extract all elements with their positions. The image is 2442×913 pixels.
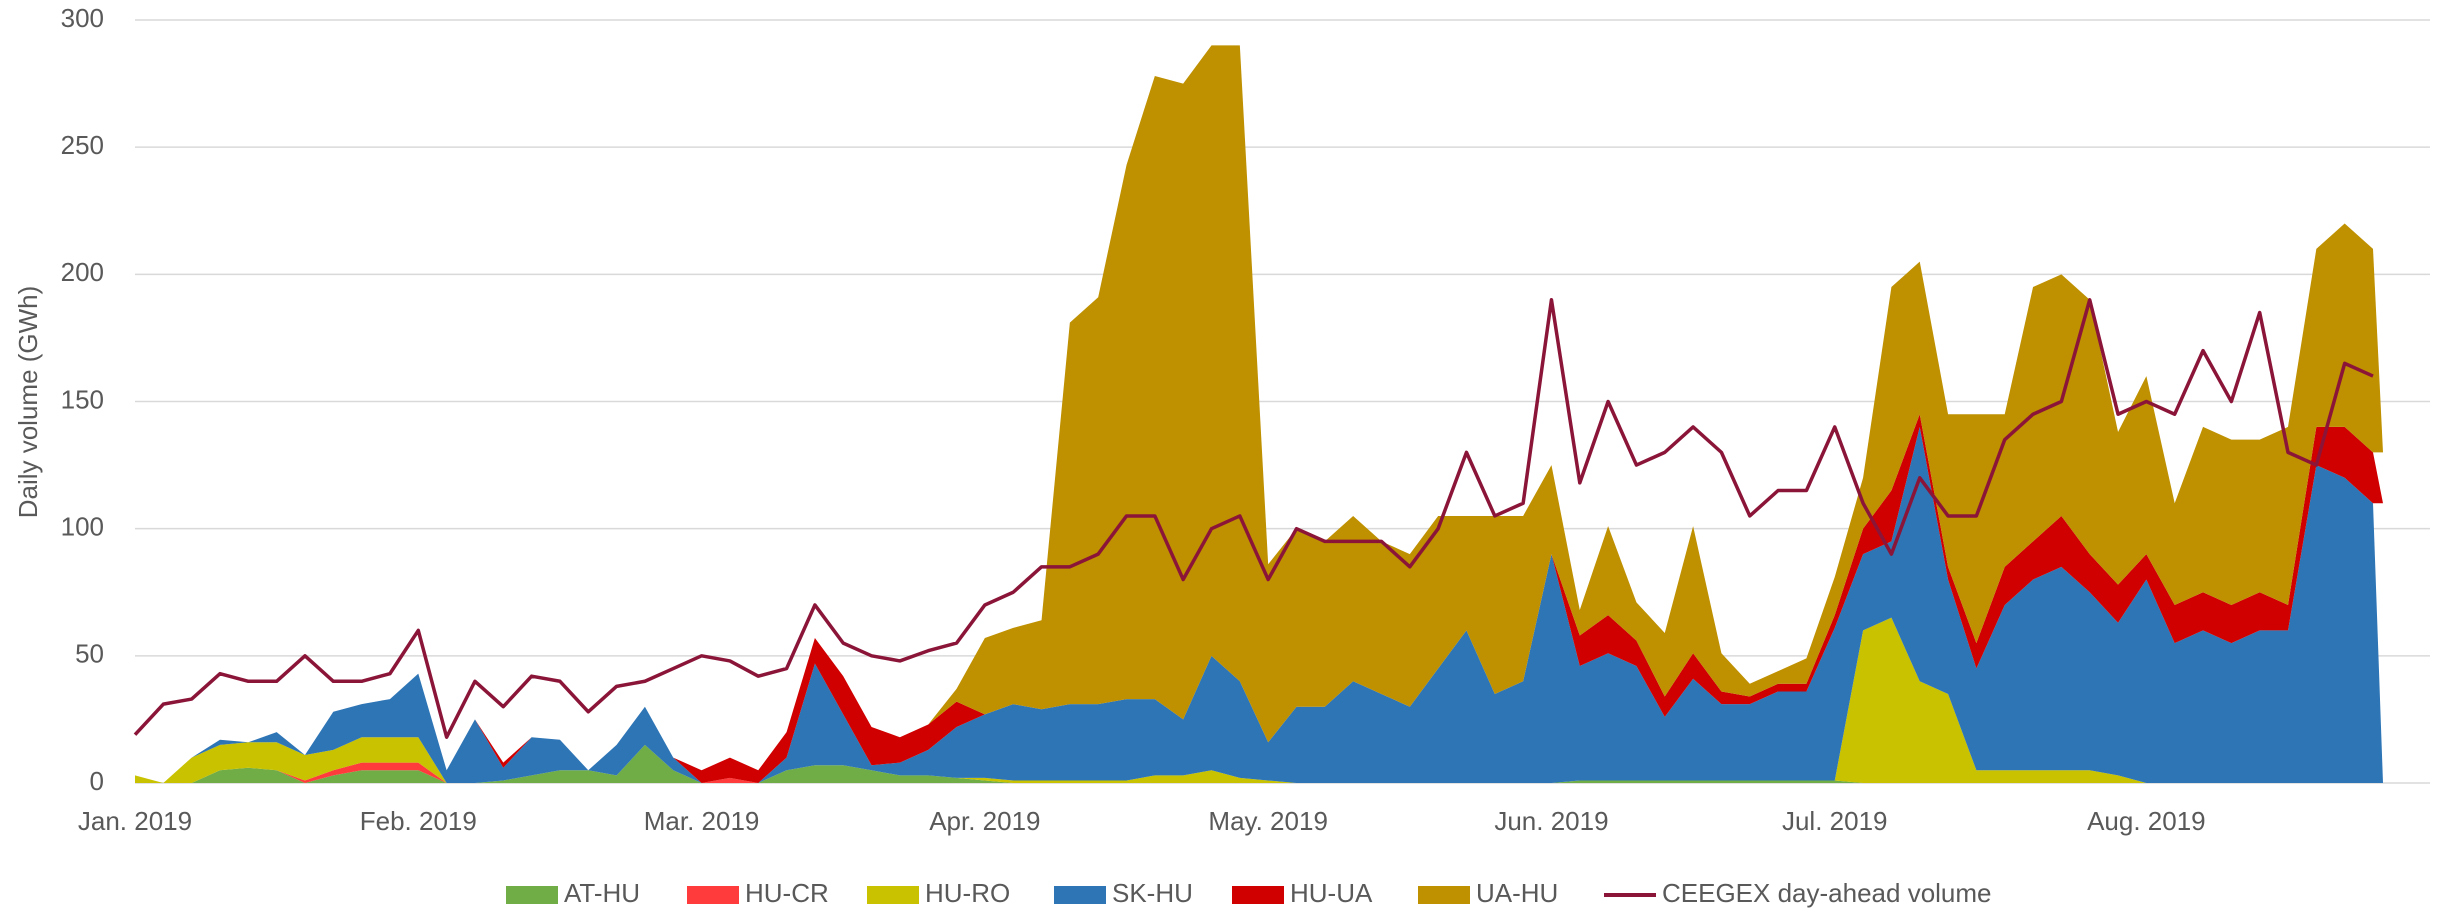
legend-label: UA-HU <box>1476 878 1558 908</box>
legend-swatch <box>506 886 558 904</box>
legend-label: CEEGEX day-ahead volume <box>1662 878 1992 908</box>
labels: 0 50 100 150 200 250 300 Jan. 2019 Feb. 2019 Mar.… <box>61 3 2206 908</box>
legend-label: HU-UA <box>1290 878 1373 908</box>
area <box>135 426 2383 783</box>
area <box>135 45 2383 783</box>
x-tick-label: Jun. 2019 <box>1494 806 1608 836</box>
y-tick-label: 0 <box>90 766 104 796</box>
legend-label: AT-HU <box>564 878 640 908</box>
x-tick-label: Jul. 2019 <box>1782 806 1888 836</box>
grid <box>135 19 2430 784</box>
x-tick-label: Apr. 2019 <box>929 806 1040 836</box>
y-tick-label: 100 <box>61 512 104 542</box>
legend-swatch <box>1418 886 1470 904</box>
line <box>133 298 2374 739</box>
x-tick-label: Feb. 2019 <box>360 806 477 836</box>
x-tick-label: Aug. 2019 <box>2087 806 2206 836</box>
x-tick-label: Jan. 2019 <box>78 806 192 836</box>
y-tick-label: 200 <box>61 257 104 287</box>
y-axis-title: Daily volume (GWh) <box>13 286 43 519</box>
area <box>135 617 2383 783</box>
legend-label: SK-HU <box>1112 878 1193 908</box>
legend-swatch <box>867 886 919 904</box>
area <box>135 744 2383 783</box>
x-tick-label: May. 2019 <box>1208 806 1327 836</box>
y-tick-label: 150 <box>61 384 104 414</box>
x-tick-label: Mar. 2019 <box>644 806 760 836</box>
y-tick-label: 250 <box>61 130 104 160</box>
lines <box>133 298 2374 739</box>
areas <box>135 45 2383 783</box>
legend-swatch <box>1054 886 1106 904</box>
legend-swatch <box>1232 886 1284 904</box>
legend-swatch <box>687 886 739 904</box>
y-tick-label: 300 <box>61 3 104 33</box>
legend-label: HU-CR <box>745 878 829 908</box>
y-tick-label: 50 <box>75 639 104 669</box>
legend-label: HU-RO <box>925 878 1010 908</box>
